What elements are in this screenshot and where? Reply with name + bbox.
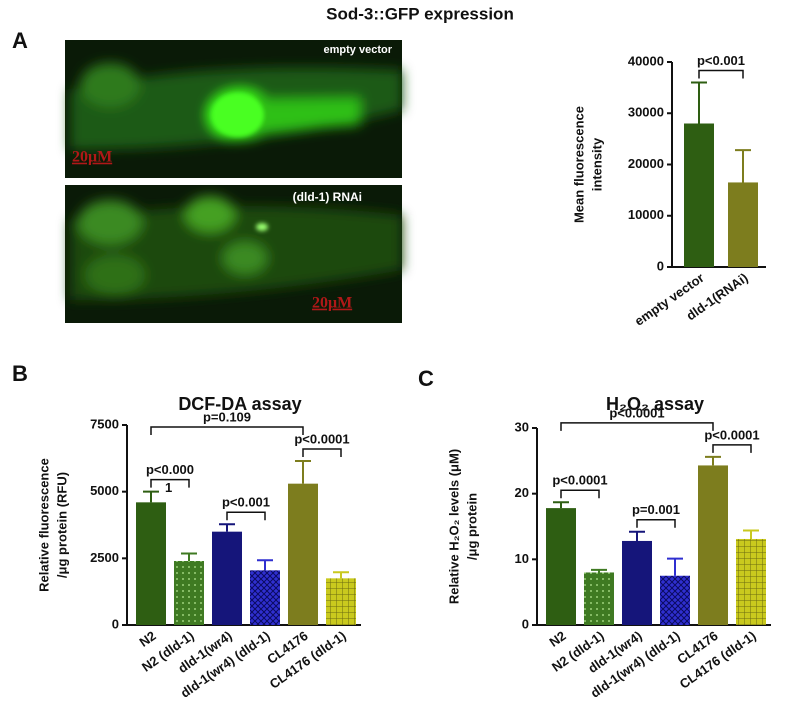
y-axis-label: Mean fluorescence <box>571 106 586 223</box>
scale-bar: 20μM <box>72 149 112 166</box>
error-bar <box>553 501 569 509</box>
x-tick-label: N2 <box>546 628 568 650</box>
y-tick-label: 10000 <box>628 207 664 222</box>
significance-bracket <box>698 69 744 79</box>
p-value: p<0.0001 <box>294 431 349 446</box>
bar <box>728 182 758 267</box>
y-tick-label: 0 <box>522 616 529 631</box>
significance-bracket <box>712 444 752 453</box>
p-value: 1 <box>165 480 172 495</box>
bar <box>698 465 728 625</box>
error-bar <box>691 81 707 124</box>
bar <box>212 531 242 625</box>
p-value: p=0.001 <box>632 502 680 517</box>
y-axis-label: Relative fluorescence <box>36 458 51 592</box>
error-bar <box>333 571 349 579</box>
significance-bracket <box>302 448 342 457</box>
p-value: p<0.0001 <box>704 427 759 442</box>
bar <box>546 508 576 625</box>
y-tick-label: 2500 <box>90 550 119 565</box>
bar <box>660 575 690 625</box>
p-value: p<0.0001 <box>609 405 664 420</box>
error-bar <box>667 557 683 576</box>
error-bar <box>295 460 311 484</box>
error-bar <box>219 523 235 532</box>
significance-bracket <box>636 519 676 528</box>
y-axis-label: Relative H₂O₂ levels (μM) <box>446 449 461 604</box>
figure-title: Sod-3::GFP expression <box>326 4 514 23</box>
micrograph: (dld-1) RNAi 20μM <box>65 185 402 323</box>
bar <box>736 538 766 625</box>
significance-bracket <box>560 422 714 431</box>
bar <box>584 572 614 625</box>
scale-bar: 20μM <box>312 295 352 312</box>
p-value: p<0.0001 <box>552 473 607 488</box>
y-tick-label: 40000 <box>628 53 664 68</box>
y-axis-label: /μg protein <box>464 493 479 560</box>
y-axis-label: /μg protein (RFU) <box>54 472 69 578</box>
y-tick-label: 5000 <box>90 483 119 498</box>
panel-letter: C <box>418 366 434 391</box>
y-axis-label: intensity <box>589 137 604 191</box>
error-bar <box>705 455 721 466</box>
panel-letter: B <box>12 361 28 386</box>
bar <box>622 540 652 625</box>
y-tick-label: 30000 <box>628 105 664 120</box>
y-tick-label: 10 <box>515 551 529 566</box>
error-bar <box>143 490 159 503</box>
y-tick-label: 7500 <box>90 416 119 431</box>
significance-bracket <box>560 489 600 499</box>
image-label: empty vector <box>324 44 393 56</box>
chart-title: H₂O₂ assay <box>606 394 704 414</box>
x-tick-label: N2 <box>136 628 158 650</box>
bar <box>136 502 166 625</box>
error-bar <box>743 529 759 539</box>
y-tick-label: 20 <box>515 485 529 500</box>
error-bar <box>629 530 645 541</box>
error-bar <box>735 149 751 183</box>
y-tick-label: 0 <box>112 616 119 631</box>
p-value: p<0.000 <box>146 462 194 477</box>
y-tick-label: 30 <box>515 419 529 434</box>
chart-title: DCF-DA assay <box>178 394 301 414</box>
bar <box>174 561 204 625</box>
p-value: p=0.109 <box>203 409 251 424</box>
bar <box>288 483 318 625</box>
y-tick-label: 20000 <box>628 156 664 171</box>
significance-bracket <box>150 426 304 435</box>
bar <box>326 578 356 625</box>
p-value: p<0.001 <box>222 495 270 510</box>
error-bar <box>591 568 607 573</box>
micrograph: empty vector 20μM <box>65 40 402 178</box>
significance-bracket <box>226 511 266 521</box>
bar <box>684 123 714 267</box>
y-tick-label: 0 <box>657 258 664 273</box>
significance-bracket <box>150 478 190 488</box>
panel-letter: A <box>12 28 28 53</box>
p-value: p<0.001 <box>697 53 745 68</box>
bar <box>250 570 280 625</box>
error-bar <box>257 559 273 571</box>
error-bar <box>181 552 197 561</box>
image-label: (dld-1) RNAi <box>293 190 362 204</box>
